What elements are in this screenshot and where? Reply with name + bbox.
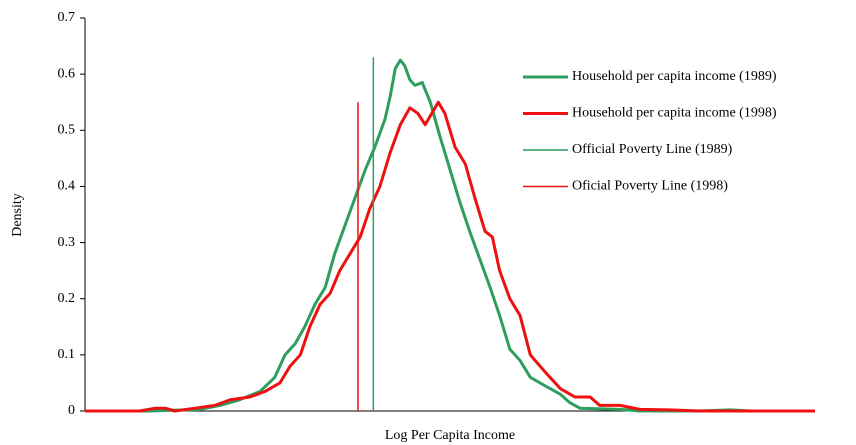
series-line xyxy=(85,58,815,413)
legend-label: Household per capita income (1998) xyxy=(572,106,777,121)
y-tick-label: 0.6 xyxy=(58,66,76,81)
y-tick-label: 0.5 xyxy=(58,123,76,138)
legend-label: Official Poverty Line (1989) xyxy=(572,142,733,157)
legend-label: Household per capita income (1989) xyxy=(572,69,777,84)
y-tick-label: 0.7 xyxy=(58,10,76,25)
y-tick-label: 0.1 xyxy=(58,347,76,362)
y-tick-label: 0.4 xyxy=(58,179,76,194)
y-tick-label: 0.3 xyxy=(58,235,76,250)
x-axis-label: Log Per Capita Income xyxy=(385,428,515,443)
y-tick-label: 0.2 xyxy=(58,291,76,306)
series-line xyxy=(85,100,815,413)
y-axis-label: Density xyxy=(10,193,25,237)
y-tick-label: 0 xyxy=(68,403,75,418)
legend-label: Oficial Poverty Line (1998) xyxy=(572,179,728,194)
